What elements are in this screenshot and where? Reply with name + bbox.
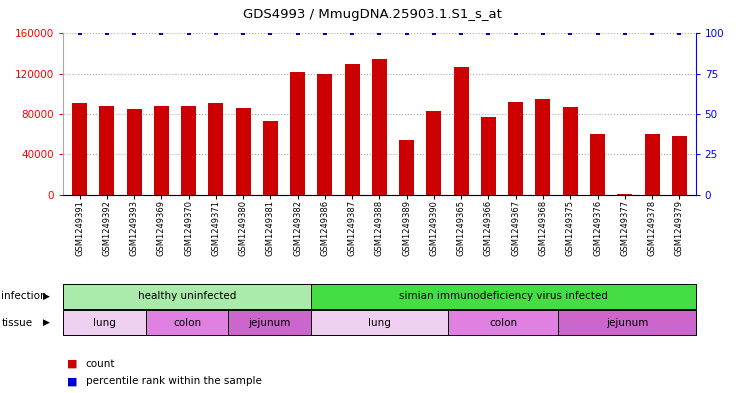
Bar [562,107,578,195]
Point [673,30,685,37]
Text: lung: lung [93,318,116,328]
Text: percentile rank within the sample: percentile rank within the sample [86,376,261,386]
Bar [181,106,196,195]
Bar [672,136,687,195]
Text: healthy uninfected: healthy uninfected [138,291,236,301]
Bar [481,117,496,195]
Text: colon: colon [173,318,201,328]
Bar [126,109,141,195]
Text: infection: infection [1,291,47,301]
Text: count: count [86,358,115,369]
Bar [228,310,311,335]
Bar [400,140,414,195]
Point [428,30,440,37]
Bar [618,193,632,195]
Bar [290,72,305,195]
Bar [208,103,223,195]
Bar [426,111,441,195]
Bar [263,121,278,195]
Point [319,30,331,37]
Point [591,30,603,37]
Bar [318,73,333,195]
Point [564,30,576,37]
Bar [72,103,87,195]
Point [537,30,549,37]
Bar [508,102,523,195]
Bar [558,310,696,335]
Point [155,30,167,37]
Bar [344,64,359,195]
Point [210,30,222,37]
Point [510,30,522,37]
Text: ▶: ▶ [43,318,51,327]
Text: colon: colon [489,318,517,328]
Point [455,30,467,37]
Bar [644,134,659,195]
Point [237,30,249,37]
Text: ■: ■ [67,358,77,369]
Text: jejunum: jejunum [606,318,648,328]
Text: jejunum: jejunum [248,318,291,328]
Text: ▶: ▶ [43,292,51,301]
Bar [146,310,228,335]
Point [483,30,495,37]
Bar [311,284,696,309]
Text: tissue: tissue [1,318,33,328]
Point [646,30,658,37]
Point [401,30,413,37]
Point [74,30,86,37]
Bar [536,99,551,195]
Point [183,30,195,37]
Point [292,30,304,37]
Bar [236,108,251,195]
Bar [63,284,311,309]
Point [128,30,140,37]
Point [101,30,113,37]
Bar [448,310,558,335]
Bar [100,106,115,195]
Text: lung: lung [368,318,391,328]
Bar [311,310,448,335]
Bar [154,106,169,195]
Bar [454,67,469,195]
Text: ■: ■ [67,376,77,386]
Text: GDS4993 / MmugDNA.25903.1.S1_s_at: GDS4993 / MmugDNA.25903.1.S1_s_at [243,8,501,22]
Text: simian immunodeficiency virus infected: simian immunodeficiency virus infected [399,291,608,301]
Bar [372,59,387,195]
Point [619,30,631,37]
Bar [590,134,605,195]
Bar [63,310,146,335]
Point [346,30,358,37]
Point [373,30,385,37]
Point [264,30,276,37]
